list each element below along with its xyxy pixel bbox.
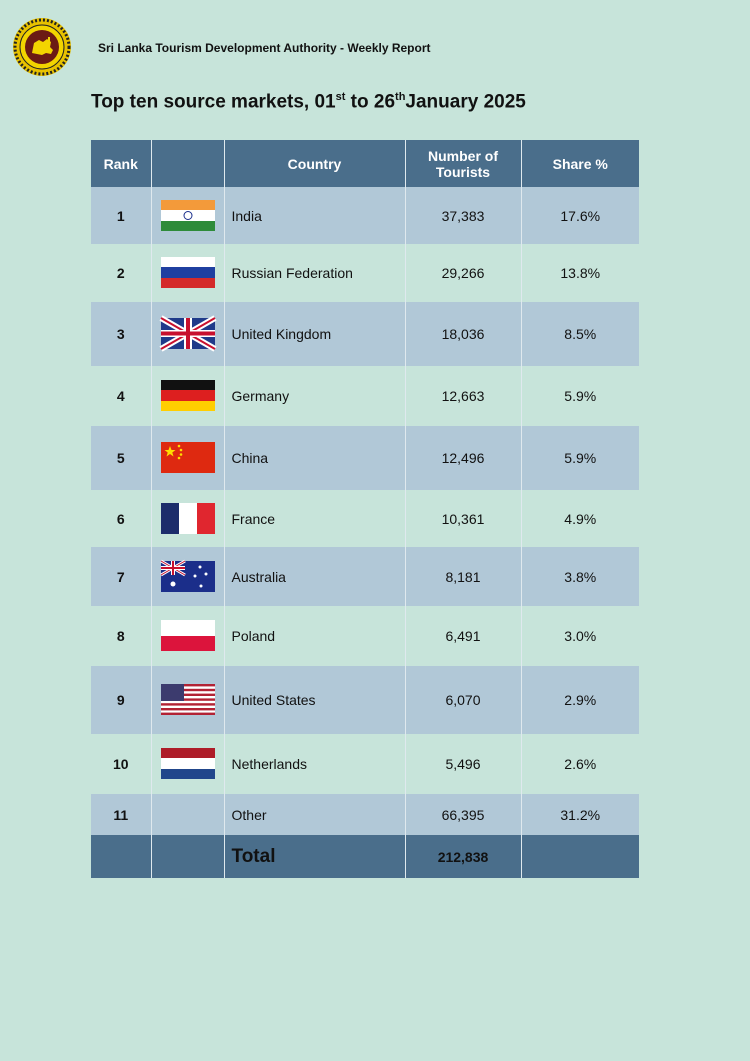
- col-header-tourists: Number of Tourists: [405, 140, 522, 187]
- tourists-cell: 8,181: [405, 547, 522, 606]
- rank-cell: 7: [91, 547, 152, 606]
- share-cell: 8.5%: [521, 302, 639, 366]
- total-label: Total: [224, 835, 406, 878]
- rank-cell: 2: [91, 244, 152, 302]
- rank-cell: 11: [91, 794, 152, 835]
- total-tourists: 212,838: [405, 835, 522, 878]
- title-sup-st: st: [335, 91, 346, 103]
- title-part-c: January 2025: [405, 91, 526, 113]
- flag-cell: [151, 734, 225, 794]
- share-cell: 5.9%: [521, 366, 639, 426]
- flag-cell: [151, 426, 225, 490]
- flag-cell: [151, 547, 225, 606]
- country-cell: Other: [224, 794, 406, 835]
- country-cell: Germany: [224, 366, 406, 426]
- tourists-cell: 12,663: [405, 366, 522, 426]
- table-row: 11 Other 66,395 31.2%: [91, 794, 639, 835]
- title-part-b: to 26: [345, 91, 396, 113]
- china-flag-icon: [160, 442, 215, 473]
- russia-flag-icon: [160, 257, 215, 288]
- country-cell: India: [224, 187, 406, 244]
- title-part-a: Top ten source markets, 01: [91, 91, 336, 113]
- table-row: 5 China 12,496 5.9%: [91, 426, 639, 490]
- table-row: 6 France 10,361 4.9%: [91, 490, 639, 547]
- rank-cell: 3: [91, 302, 152, 366]
- country-cell: Australia: [224, 547, 406, 606]
- flag-cell: [151, 606, 225, 666]
- col-header-country: Country: [224, 140, 406, 187]
- tourists-cell: 12,496: [405, 426, 522, 490]
- page-title: Top ten source markets, 01st to 26thJanu…: [91, 91, 526, 113]
- title-sup-th: th: [395, 91, 406, 103]
- tourists-cell: 6,070: [405, 666, 522, 734]
- tourists-cell: 10,361: [405, 490, 522, 547]
- germany-flag-icon: [160, 380, 215, 411]
- share-cell: 13.8%: [521, 244, 639, 302]
- flag-cell: [151, 244, 225, 302]
- tourists-cell: 37,383: [405, 187, 522, 244]
- total-empty-cell: [91, 835, 152, 878]
- rank-cell: 10: [91, 734, 152, 794]
- table-row: 9 United States 6,070 2.9%: [91, 666, 639, 734]
- total-row: Total 212,838: [91, 835, 639, 878]
- share-cell: 2.9%: [521, 666, 639, 734]
- flag-cell: [151, 366, 225, 426]
- flag-cell: [151, 794, 225, 835]
- tourists-cell: 29,266: [405, 244, 522, 302]
- total-empty-cell: [521, 835, 639, 878]
- total-empty-cell: [151, 835, 225, 878]
- tourists-cell: 5,496: [405, 734, 522, 794]
- table-row: 2 Russian Federation 29,266 13.8%: [91, 244, 639, 302]
- table-header-row: Rank Country Number of Tourists Share %: [91, 140, 639, 187]
- organization-name: Sri Lanka Tourism Development Authority …: [98, 41, 431, 55]
- source-markets-table: Rank Country Number of Tourists Share % …: [91, 140, 639, 878]
- france-flag-icon: [160, 502, 215, 534]
- flag-cell: [151, 666, 225, 734]
- col-header-flag: [151, 140, 225, 187]
- flag-cell: [151, 302, 225, 366]
- table-row: 3 United Kingdom 18,036 8.5%: [91, 302, 639, 366]
- share-cell: 5.9%: [521, 426, 639, 490]
- flag-cell: [151, 187, 225, 244]
- country-cell: Netherlands: [224, 734, 406, 794]
- country-cell: France: [224, 490, 406, 547]
- usa-flag-icon: [160, 684, 215, 715]
- rank-cell: 4: [91, 366, 152, 426]
- india-flag-icon: [160, 199, 215, 231]
- tourists-cell: 66,395: [405, 794, 522, 835]
- table-row: 1 India 37,383 17.6%: [91, 187, 639, 244]
- table-row: 7 Australia 8,181 3.8%: [91, 547, 639, 606]
- tourists-cell: 18,036: [405, 302, 522, 366]
- table-row: 8 Poland 6,491 3.0%: [91, 606, 639, 666]
- country-cell: United States: [224, 666, 406, 734]
- col-header-share: Share %: [521, 140, 639, 187]
- sri-lanka-lion-emblem-icon: [12, 17, 72, 77]
- tourists-cell: 6,491: [405, 606, 522, 666]
- rank-cell: 5: [91, 426, 152, 490]
- table-row: 10 Netherlands 5,496 2.6%: [91, 734, 639, 794]
- rank-cell: 8: [91, 606, 152, 666]
- table-row: 4 Germany 12,663 5.9%: [91, 366, 639, 426]
- uk-flag-icon: [159, 315, 216, 352]
- country-cell: United Kingdom: [224, 302, 406, 366]
- share-cell: 3.0%: [521, 606, 639, 666]
- rank-cell: 9: [91, 666, 152, 734]
- col-header-rank: Rank: [91, 140, 152, 187]
- netherlands-flag-icon: [160, 748, 215, 779]
- country-cell: China: [224, 426, 406, 490]
- share-cell: 2.6%: [521, 734, 639, 794]
- australia-flag-icon: [159, 559, 215, 592]
- share-cell: 31.2%: [521, 794, 639, 835]
- share-cell: 17.6%: [521, 187, 639, 244]
- poland-flag-icon: [160, 620, 215, 651]
- share-cell: 3.8%: [521, 547, 639, 606]
- country-cell: Russian Federation: [224, 244, 406, 302]
- flag-cell: [151, 490, 225, 547]
- country-cell: Poland: [224, 606, 406, 666]
- rank-cell: 1: [91, 187, 152, 244]
- rank-cell: 6: [91, 490, 152, 547]
- share-cell: 4.9%: [521, 490, 639, 547]
